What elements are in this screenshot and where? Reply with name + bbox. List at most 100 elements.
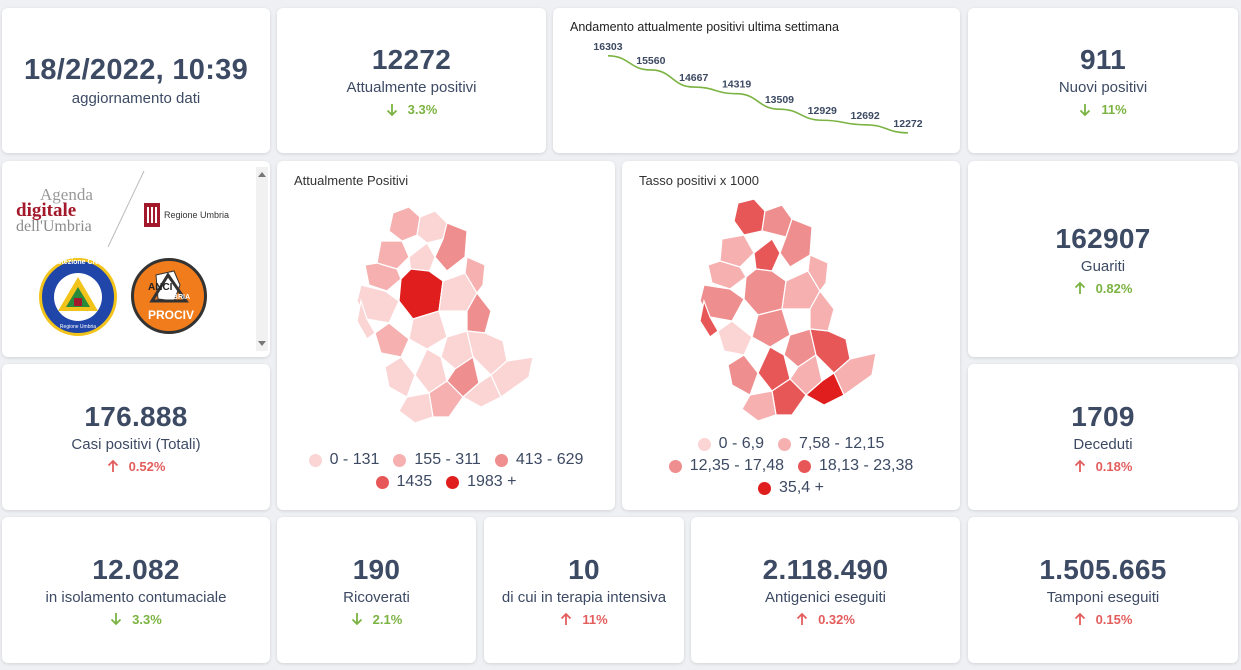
legend-label: 0 - 131 <box>329 451 380 468</box>
legend-item[interactable]: 35,4 + <box>758 479 824 497</box>
trend-data-label: 12272 <box>893 118 922 130</box>
kpi-delta-value: 0.32% <box>818 611 855 627</box>
kpi-guariti[interactable]: 162907 Guariti 0.82% <box>968 161 1238 357</box>
kpi-delta-value: 2.1% <box>372 611 403 627</box>
kpi-delta: 2.1% <box>351 611 403 627</box>
kpi-label: Deceduti <box>1073 435 1133 453</box>
trend-line <box>607 54 909 134</box>
umbria-tasso-map[interactable] <box>622 161 960 431</box>
kpi-ricoverati[interactable]: 190 Ricoverati 2.1% <box>277 517 476 663</box>
arrow-down-icon <box>1080 103 1091 116</box>
legend-item[interactable]: 1983 + <box>446 473 516 491</box>
trend-data-label: 16303 <box>593 41 622 53</box>
update-datetime: 18/2/2022, 10:39 <box>23 54 249 86</box>
legend-swatch <box>375 475 389 489</box>
legend-label: 12,35 - 17,48 <box>689 457 784 474</box>
kpi-deceduti[interactable]: 1709 Deceduti 0.18% <box>968 364 1238 510</box>
legend-item[interactable]: 413 - 629 <box>494 451 584 469</box>
arrow-up-icon <box>796 612 808 625</box>
scroll-up-icon[interactable] <box>256 169 268 181</box>
kpi-delta: 3.3% <box>110 612 162 627</box>
kpi-casi-totali[interactable]: 176.888 Casi positivi (Totali) 0.52% <box>2 364 270 510</box>
kpi-label: Antigenici eseguiti <box>765 588 886 606</box>
legend-label: 413 - 629 <box>515 451 584 468</box>
legend-label: 18,13 - 23,38 <box>819 457 914 474</box>
kpi-label: Casi positivi (Totali) <box>71 435 201 453</box>
trend-card: Andamento attualmente positivi ultima se… <box>553 8 960 153</box>
update-card: 18/2/2022, 10:39 aggiornamento dati <box>2 8 270 153</box>
kpi-antigenici[interactable]: 2.118.490 Antigenici eseguiti 0.32% <box>691 517 960 663</box>
agenda-line3: dell'Umbria <box>16 218 92 235</box>
kpi-delta-value: 11% <box>582 611 608 627</box>
map-tasso-legend: 0 - 6,9 7,58 - 12,15 12,35 - 17,48 18,13 - … <box>622 435 960 497</box>
legend-swatch <box>697 437 711 451</box>
logos-scrollbar[interactable] <box>256 167 268 351</box>
legend-swatch <box>798 459 811 473</box>
trend-chart: 16303 15560 14667 14319 13509 12929 12692 12272 <box>593 41 923 134</box>
kpi-delta-value: 0.15% <box>1095 611 1133 627</box>
arrow-up-icon <box>1074 612 1085 625</box>
legend-label: 35,4 + <box>779 479 824 496</box>
kpi-label: Guariti <box>1080 257 1126 275</box>
anci-emblem-icon <box>149 270 189 303</box>
kpi-attualmente-positivi[interactable]: 12272 Attualmente positivi 3.3% <box>277 8 546 153</box>
legend-item[interactable]: 155 - 311 <box>393 451 481 469</box>
legend-label: 7,58 - 12,15 <box>798 435 885 452</box>
trend-data-label: 12692 <box>851 110 880 122</box>
map-positivi-legend: 0 - 131 155 - 311 413 - 629 1435 1983 + <box>277 451 615 491</box>
kpi-delta-value: 0.18% <box>1095 458 1133 474</box>
logos-card: Agenda digitale dell'Umbria Regione Umbr… <box>2 161 270 357</box>
trend-title: Andamento attualmente positivi ultima se… <box>570 20 839 34</box>
legend-item[interactable]: 12,35 - 17,48 <box>668 457 784 475</box>
legend-swatch <box>758 481 772 495</box>
legend-swatch <box>494 453 508 467</box>
legend-label: 155 - 311 <box>414 451 481 468</box>
kpi-value: 10 <box>568 553 600 585</box>
kpi-value: 12272 <box>371 44 452 75</box>
arrow-down-icon <box>111 613 122 626</box>
anci-text-1: ANCI <box>148 282 173 293</box>
kpi-isolamento[interactable]: 12.082 in isolamento contumaciale 3.3% <box>2 517 270 663</box>
regione-text: Regione Umbria <box>164 210 230 220</box>
arrow-up-icon <box>1074 459 1085 472</box>
kpi-nuovi-positivi[interactable]: 911 Nuovi positivi 11% <box>968 8 1238 153</box>
kpi-delta-value: 11% <box>1101 102 1127 117</box>
arrow-up-icon <box>1074 281 1085 294</box>
trend-data-label: 12929 <box>808 105 837 117</box>
map-positivi-card: Attualmente Positivi <box>277 161 615 510</box>
umbria-positivi-map[interactable] <box>277 161 615 441</box>
kpi-label: Nuovi positivi <box>1058 79 1148 96</box>
kpi-delta: 0.15% <box>1074 611 1133 627</box>
protezione-civile-logo: Protezione Civile Regione Umbria <box>39 258 117 336</box>
agenda-line1: Agenda <box>40 185 93 204</box>
arrow-down-icon <box>386 103 397 116</box>
legend-item[interactable]: 0 - 131 <box>308 451 380 469</box>
scroll-down-icon[interactable] <box>256 337 268 349</box>
kpi-value: 1709 <box>1071 400 1135 432</box>
kpi-value: 911 <box>1079 44 1127 75</box>
kpi-tamponi[interactable]: 1.505.665 Tamponi eseguiti 0.15% <box>968 517 1238 663</box>
divider-slash <box>107 170 145 248</box>
trend-data-label: 13509 <box>765 94 794 106</box>
kpi-label: Ricoverati <box>343 588 410 606</box>
legend-item[interactable]: 7,58 - 12,15 <box>777 435 885 453</box>
kpi-delta-value: 3.3% <box>407 102 438 117</box>
map-positivi-title: Attualmente Positivi <box>294 173 409 188</box>
kpi-delta: 0.82% <box>1074 280 1133 296</box>
kpi-value: 162907 <box>1055 222 1151 254</box>
map-tasso-title: Tasso positivi x 1000 <box>639 173 759 188</box>
kpi-delta-value: 0.82% <box>1095 280 1133 296</box>
anci-text-3: PROCIV <box>148 308 195 322</box>
kpi-label: in isolamento contumaciale <box>45 588 227 606</box>
legend-label: 0 - 6,9 <box>718 435 764 452</box>
kpi-terapia-intensiva[interactable]: 10 di cui in terapia intensiva 11% <box>484 517 684 663</box>
legend-item[interactable]: 0 - 6,9 <box>697 435 764 453</box>
arrow-up-icon <box>561 612 572 625</box>
legend-item[interactable]: 1435 <box>375 473 432 491</box>
kpi-delta: 11% <box>1079 102 1127 117</box>
anci-text-2: UMBRIA <box>162 294 190 301</box>
legend-item[interactable]: 18,13 - 23,38 <box>798 457 913 475</box>
regione-umbria-logo: Regione Umbria <box>144 203 229 227</box>
trend-data-label: 15560 <box>636 55 665 67</box>
arrow-up-icon <box>107 459 118 472</box>
